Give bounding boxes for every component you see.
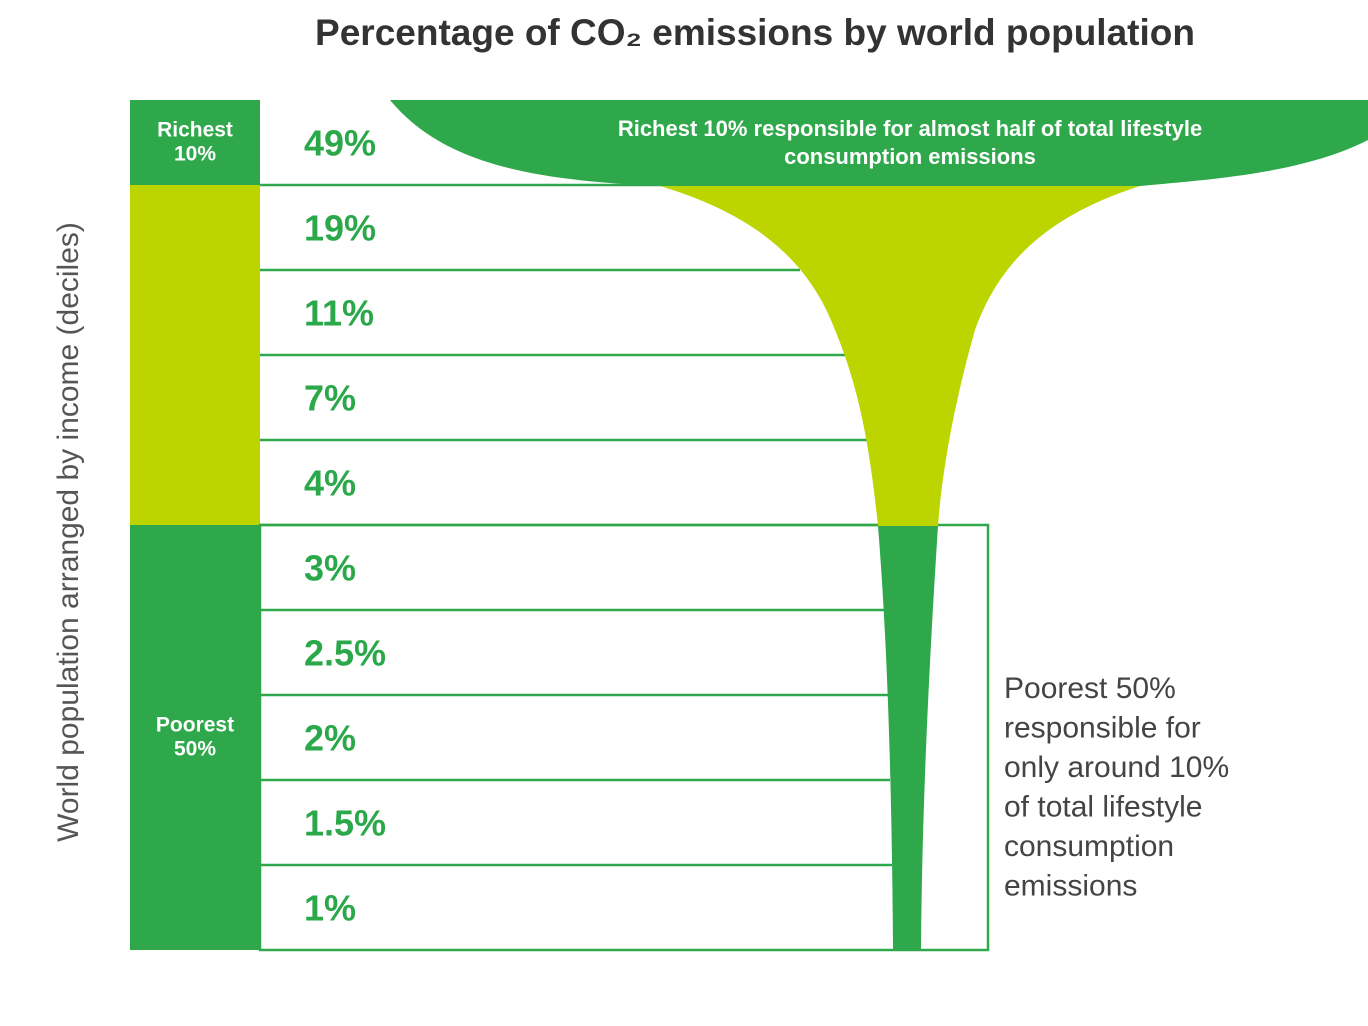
decile-value-label: 4% [304,463,356,504]
group-label: Poorest [156,714,234,737]
decile-value-label: 1.5% [304,803,386,844]
poorest-annotation: consumption [1004,830,1174,863]
group-label: Richest [157,119,233,142]
decile-value-label: 19% [304,208,376,249]
richest-annotation: Richest 10% responsible for almost half … [618,116,1202,141]
funnel-poorest-stem [878,526,938,950]
poorest-frame [258,523,990,952]
decile-value-label: 3% [304,548,356,589]
group-label: 10% [174,143,216,166]
poorest-annotation: Poorest 50% [1004,672,1176,705]
poorest-annotation: responsible for [1004,712,1201,745]
decile-value-label: 7% [304,378,356,419]
group-block [130,525,260,950]
decile-value-label: 2.5% [304,633,386,674]
group-block [130,100,260,185]
group-block [130,185,260,525]
chart-title: Percentage of CO₂ emissions by world pop… [315,12,1195,53]
poorest-annotation: of total lifestyle [1004,791,1202,824]
decile-value-label: 11% [304,293,374,334]
decile-value-label: 1% [304,888,356,929]
poorest-annotation: only around 10% [1004,751,1229,784]
decile-value-label: 49% [304,123,376,164]
group-label: 50% [174,738,216,761]
decile-value-label: 2% [304,718,356,759]
funnel-middle-section [660,186,1140,526]
poorest-annotation: emissions [1004,870,1137,903]
richest-annotation: consumption emissions [784,144,1036,169]
y-axis-label: World population arranged by income (dec… [52,222,85,842]
funnel-richest-band [390,100,1368,186]
